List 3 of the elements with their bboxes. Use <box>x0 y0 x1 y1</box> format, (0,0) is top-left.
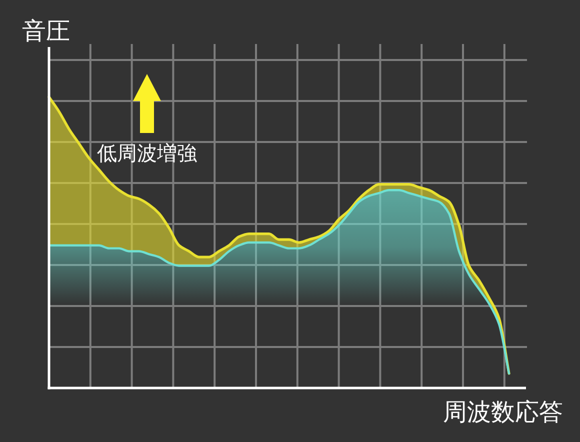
ylabel: 音圧 <box>22 17 70 45</box>
annotation: 低周波増強 <box>97 141 197 165</box>
xlabel: 周波数応答 <box>443 398 563 426</box>
